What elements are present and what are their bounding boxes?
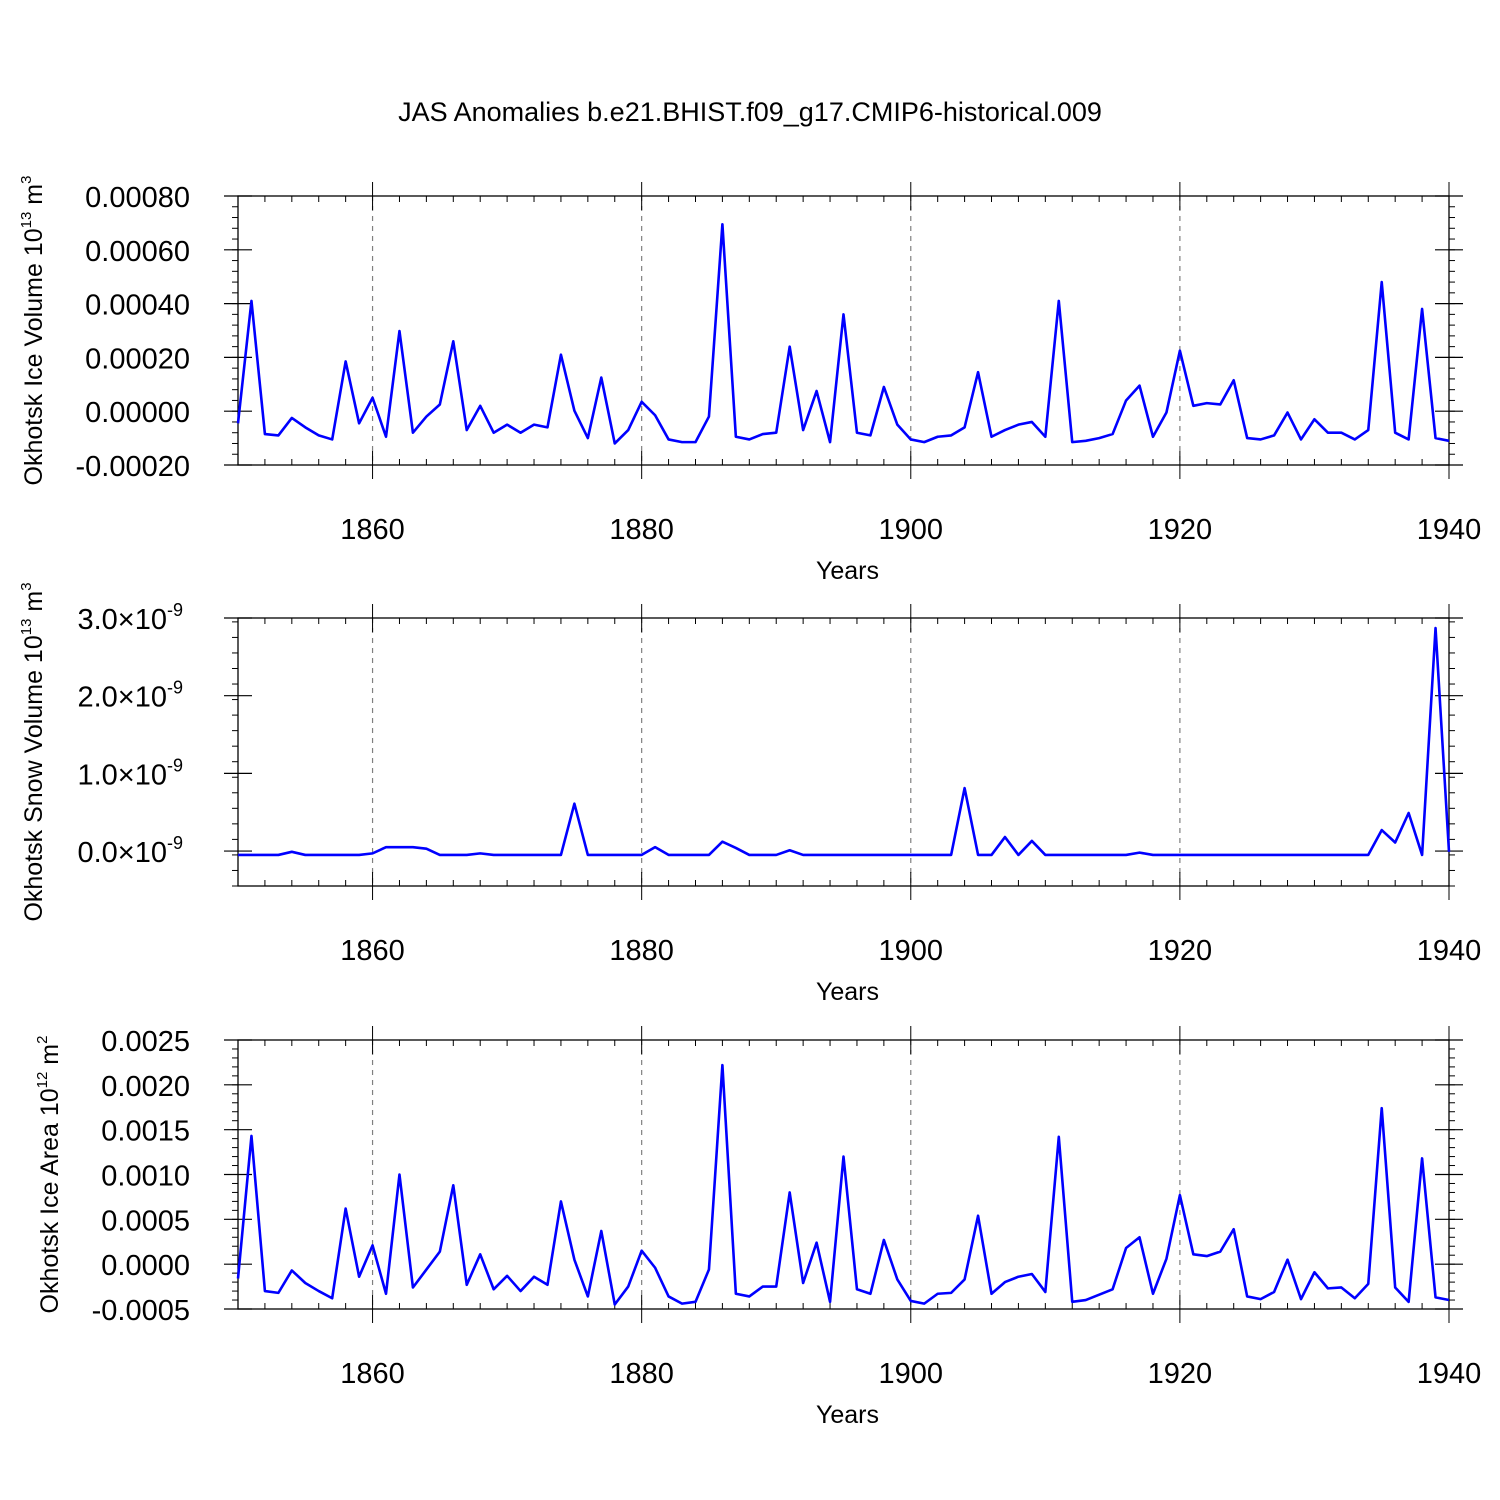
x-tick-label: 1880 — [609, 514, 674, 546]
y-tick-label: 0.0010 — [101, 1161, 190, 1193]
y-tick-label: 1.0×10-9 — [77, 755, 183, 791]
plot-frame — [237, 617, 1450, 887]
x-tick-label: 1860 — [340, 1358, 405, 1390]
y-tick-times: × — [118, 682, 135, 714]
y-tick-label: 0.0×10-9 — [77, 833, 183, 869]
x-tick-label: 1920 — [1148, 1358, 1213, 1390]
y-label-main: Okhotsk Snow Volume 10 — [20, 635, 48, 921]
y-axis-label: Okhotsk Snow Volume 1013 m3 — [18, 582, 48, 921]
y-tick-exponent: -9 — [167, 755, 183, 775]
y-tick-base: 10 — [135, 682, 167, 714]
y-axis-label: Okhotsk Ice Volume 1013 m3 — [18, 176, 48, 486]
y-tick-exponent: -9 — [167, 833, 183, 853]
series-line-ice-area — [236, 1063, 1450, 1306]
y-label-unit: m — [20, 591, 48, 619]
chart-panel-ice-area: 1860 1880 1900 1920 1940 Years -0.0005 0.0000 0.… — [34, 1026, 1481, 1429]
y-label-unit: m — [36, 1044, 64, 1072]
y-label-unit-exponent: 3 — [18, 176, 35, 184]
x-tick-label: 1900 — [879, 1358, 944, 1390]
y-tick-times: × — [118, 759, 135, 791]
y-tick-base: 10 — [135, 604, 167, 636]
plot-frame — [237, 195, 1450, 466]
y-tick-label: -0.00020 — [76, 451, 191, 483]
y-tick-times: × — [118, 604, 135, 636]
x-tick-label: 1940 — [1417, 1358, 1482, 1390]
y-tick-label: 0.00000 — [85, 397, 190, 429]
y-tick-mantissa: 3.0 — [77, 604, 117, 636]
y-tick-label: 0.00040 — [85, 290, 190, 322]
y-tick-label: 0.00080 — [85, 182, 190, 214]
plot-frame — [237, 1039, 1450, 1310]
series-line-ice-volume — [236, 222, 1450, 445]
x-tick-label: 1900 — [879, 514, 944, 546]
y-tick-label: 0.0025 — [101, 1026, 190, 1058]
y-label-unit-exponent: 2 — [34, 1036, 51, 1044]
y-tick-label: 0.00060 — [85, 236, 190, 268]
x-tick-label: 1860 — [340, 935, 405, 967]
x-axis-label: Years — [816, 557, 879, 585]
y-label-main: Okhotsk Ice Area 10 — [36, 1088, 64, 1313]
y-tick-label: 3.0×10-9 — [77, 600, 183, 636]
y-axis-label: Okhotsk Ice Area 1012 m2 — [34, 1036, 64, 1314]
y-tick-label: 0.0005 — [101, 1205, 190, 1237]
x-tick-label: 1900 — [879, 935, 944, 967]
y-label-unit: m — [20, 184, 48, 212]
x-tick-label: 1880 — [609, 1358, 674, 1390]
y-tick-label: 0.0020 — [101, 1071, 190, 1103]
x-axis-label: Years — [816, 1401, 879, 1429]
x-tick-label: 1940 — [1417, 514, 1482, 546]
y-tick-exponent: -9 — [167, 600, 183, 620]
y-tick-base: 10 — [135, 759, 167, 791]
y-label-exponent: 13 — [18, 619, 35, 636]
y-label-main: Okhotsk Ice Volume 10 — [20, 228, 48, 485]
y-tick-label: -0.0005 — [92, 1295, 190, 1327]
series-line-snow-volume — [238, 626, 1451, 857]
figure-title: JAS Anomalies b.e21.BHIST.f09_g17.CMIP6-… — [398, 97, 1102, 127]
y-tick-label: 2.0×10-9 — [77, 678, 183, 714]
y-tick-label: 0.0000 — [101, 1250, 190, 1282]
y-tick-mantissa: 1.0 — [77, 759, 117, 791]
y-tick-mantissa: 0.0 — [77, 837, 117, 869]
y-tick-label: 0.0015 — [101, 1116, 190, 1148]
y-label-unit-exponent: 3 — [18, 582, 35, 590]
y-tick-label: 0.00020 — [85, 343, 190, 375]
x-tick-label: 1920 — [1148, 514, 1213, 546]
chart-panel-ice-volume: 1860 1880 1900 1920 1940 Years -0.00020 0.00000… — [18, 176, 1481, 585]
x-tick-label: 1940 — [1417, 935, 1482, 967]
x-tick-label: 1860 — [340, 514, 405, 546]
y-tick-base: 10 — [135, 837, 167, 869]
x-tick-label: 1920 — [1148, 935, 1213, 967]
y-label-exponent: 13 — [18, 212, 35, 229]
x-axis-label: Years — [816, 978, 879, 1006]
chart-panel-snow-volume: 1860 1880 1900 1920 1940Years0.0×10-91.0×10-… — [18, 582, 1481, 1006]
y-label-exponent: 12 — [34, 1072, 51, 1089]
y-tick-exponent: -9 — [167, 678, 183, 698]
y-tick-mantissa: 2.0 — [77, 682, 117, 714]
x-tick-label: 1880 — [609, 935, 674, 967]
y-tick-times: × — [118, 837, 135, 869]
